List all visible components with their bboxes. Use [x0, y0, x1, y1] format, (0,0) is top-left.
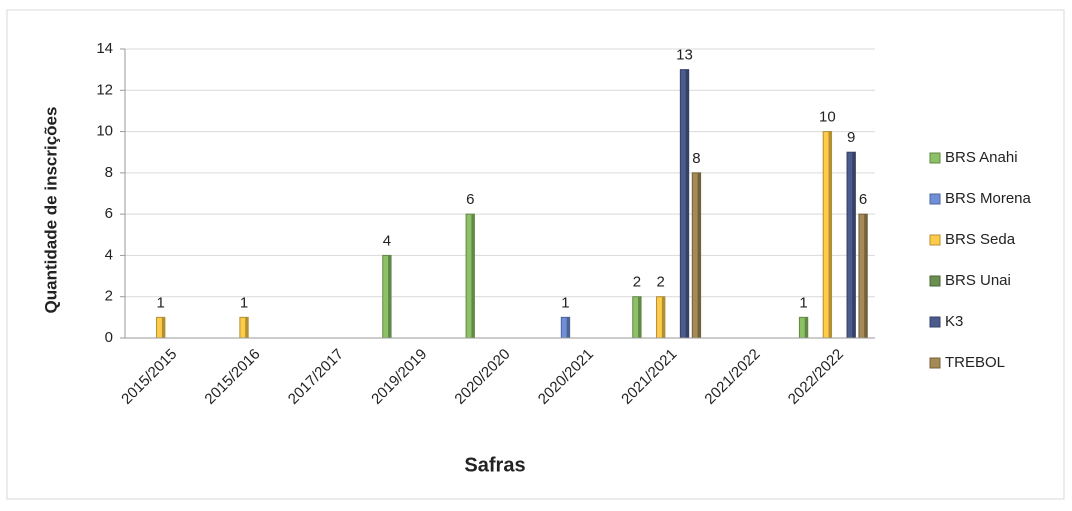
bar-side [471, 214, 475, 338]
y-tick-label: 0 [105, 329, 113, 346]
data-label: 8 [692, 150, 700, 167]
data-label: 6 [466, 191, 474, 208]
data-label: 1 [240, 294, 248, 311]
y-tick-label: 2 [105, 288, 113, 305]
data-label: 1 [799, 294, 807, 311]
legend-label: K3 [945, 313, 963, 330]
bar-side [685, 69, 689, 339]
chart-border [6, 9, 1065, 500]
data-label: 2 [657, 274, 665, 291]
legend-swatch [929, 152, 941, 164]
bar-side [388, 255, 392, 338]
legend-swatch [929, 234, 941, 246]
bar-side [697, 172, 701, 338]
bar-side [661, 296, 665, 338]
data-label: 9 [847, 129, 855, 146]
data-label: 1 [157, 294, 165, 311]
data-label: 4 [383, 232, 391, 249]
bar-side [566, 317, 570, 338]
data-label: 10 [819, 109, 836, 126]
y-tick-label: 4 [105, 246, 113, 263]
y-tick-label: 6 [105, 205, 113, 222]
y-tick-label: 8 [105, 164, 113, 181]
y-tick-label: 14 [96, 40, 113, 57]
legend-label: TREBOL [945, 354, 1005, 371]
bar-side [864, 214, 868, 338]
data-label: 1 [561, 294, 569, 311]
bar-side [245, 317, 249, 338]
legend-swatch [929, 275, 941, 287]
bar-side [804, 317, 808, 338]
bar-side [161, 317, 165, 338]
legend-swatch [929, 193, 941, 205]
data-label: 2 [633, 274, 641, 291]
bar-side [638, 296, 642, 338]
bar-side [852, 152, 856, 338]
y-tick-label: 10 [96, 123, 113, 140]
legend-swatch [929, 316, 941, 328]
legend-label: BRS Unai [945, 272, 1011, 289]
legend-swatch [929, 357, 941, 369]
y-axis-title: Quantidade de inscrições [41, 107, 60, 314]
legend-label: BRS Seda [945, 231, 1016, 248]
legend-label: BRS Anahi [945, 149, 1018, 166]
x-axis-title: Safras [464, 454, 525, 476]
y-tick-label: 12 [96, 81, 113, 98]
bar-side [828, 131, 832, 338]
data-label: 6 [859, 191, 867, 208]
data-label: 13 [676, 47, 693, 64]
legend-label: BRS Morena [945, 190, 1032, 207]
